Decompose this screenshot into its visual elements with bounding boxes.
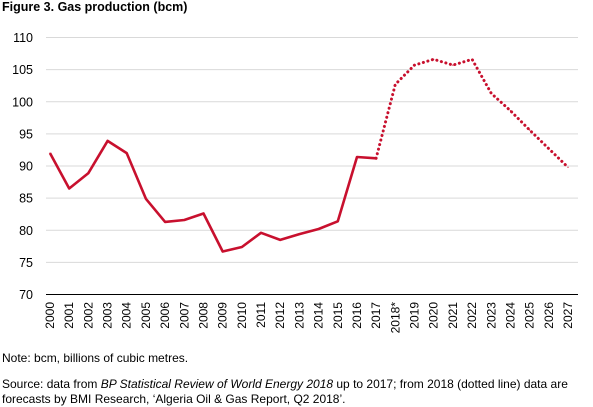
data-point-2001 xyxy=(68,187,70,190)
data-point-2022 xyxy=(471,58,473,60)
x-tick-label: 2023 xyxy=(484,302,498,329)
chart-source: Source: data from BP Statistical Review … xyxy=(2,377,592,407)
data-point-2020 xyxy=(433,58,435,60)
source-prefix: Source: data from xyxy=(2,377,101,391)
data-point-2023 xyxy=(490,92,492,94)
x-tick-label: 2020 xyxy=(427,302,441,329)
data-point-2015 xyxy=(337,220,339,222)
y-tick-labels: 70 75 80 85 90 95 100 105 110 xyxy=(12,31,33,302)
data-point-2008 xyxy=(202,212,205,215)
x-tick-label: 2021 xyxy=(446,302,460,329)
chart-note: Note: bcm, billions of cubic metres. xyxy=(2,351,189,365)
data-point-2002 xyxy=(87,172,89,174)
data-point-2009 xyxy=(222,250,224,253)
data-point-2013 xyxy=(298,233,301,235)
x-tick-label: 2012 xyxy=(273,302,287,329)
data-point-2019 xyxy=(413,64,416,66)
data-point-2025 xyxy=(529,129,531,131)
x-tick-label: 2002 xyxy=(81,302,95,329)
x-tick-label: 2014 xyxy=(312,302,326,329)
data-point-2010 xyxy=(241,246,243,248)
x-tick-label: 2009 xyxy=(216,302,230,329)
x-tick-labels: 2000 2001 2002 2003 2004 2005 2006 2007 2008 2009… xyxy=(43,302,575,334)
gridlines xyxy=(46,37,578,263)
x-tick-label: 2019 xyxy=(408,302,422,329)
x-tick-label: 2000 xyxy=(43,302,57,329)
x-tick-label: 2018* xyxy=(388,302,402,334)
data-point-2000 xyxy=(49,152,51,154)
data-point-2011 xyxy=(260,232,262,234)
x-tick-label: 2004 xyxy=(120,302,134,329)
x-tick-label: 2016 xyxy=(350,302,364,329)
x-tick-label: 2010 xyxy=(235,302,249,329)
series-lines xyxy=(48,57,570,253)
figure-title: Figure 3. Gas production (bcm) xyxy=(2,0,188,14)
x-tick-label: 2026 xyxy=(542,302,556,329)
data-point-2026 xyxy=(548,148,550,150)
source-publication: BP Statistical Review of World Energy 20… xyxy=(100,377,334,391)
data-point-2006 xyxy=(164,221,166,223)
x-tick-label: 2027 xyxy=(561,302,575,329)
y-tick-label: 100 xyxy=(12,95,33,109)
data-point-2024 xyxy=(509,110,512,112)
data-point-2014 xyxy=(317,228,320,230)
y-tick-label: 85 xyxy=(19,192,33,206)
y-tick-label: 105 xyxy=(12,63,33,77)
y-tick-label: 95 xyxy=(19,127,33,141)
data-point-2012 xyxy=(279,239,281,241)
x-tick-label: 2017 xyxy=(369,302,383,329)
data-point-2016 xyxy=(356,156,358,158)
x-tick-label: 2015 xyxy=(331,302,345,329)
x-tick-label: 2024 xyxy=(503,302,517,329)
x-tick-label: 2013 xyxy=(292,302,306,329)
data-point-2021 xyxy=(452,64,454,66)
x-tick-label: 2022 xyxy=(465,302,479,329)
x-tick-label: 2003 xyxy=(101,302,115,329)
data-point-2018* xyxy=(394,83,396,86)
x-tick-label: 2007 xyxy=(177,302,191,329)
historical-series-line xyxy=(48,139,377,253)
x-tick-label: 2006 xyxy=(158,302,172,329)
data-point-2027 xyxy=(567,166,569,168)
x-tick-label: 2005 xyxy=(139,302,153,329)
x-tick-label: 2001 xyxy=(62,302,76,329)
y-tick-label: 75 xyxy=(19,256,33,270)
x-tick-label: 2025 xyxy=(523,302,537,329)
x-tick-label: 2011 xyxy=(254,302,268,328)
source-suffix: up to 2017; from 2018 (dotted line) data… xyxy=(2,377,568,406)
forecast-series-line xyxy=(374,57,570,169)
y-tick-label: 90 xyxy=(19,160,33,174)
y-tick-label: 110 xyxy=(13,31,33,45)
y-tick-label: 80 xyxy=(19,224,33,238)
data-point-2007 xyxy=(183,219,185,221)
data-point-2004 xyxy=(126,152,128,154)
data-point-2017 xyxy=(375,157,377,159)
y-tick-label: 70 xyxy=(19,288,33,302)
data-point-2003 xyxy=(106,140,109,142)
data-point-2005 xyxy=(145,198,147,200)
x-tick-label: 2008 xyxy=(196,302,210,329)
